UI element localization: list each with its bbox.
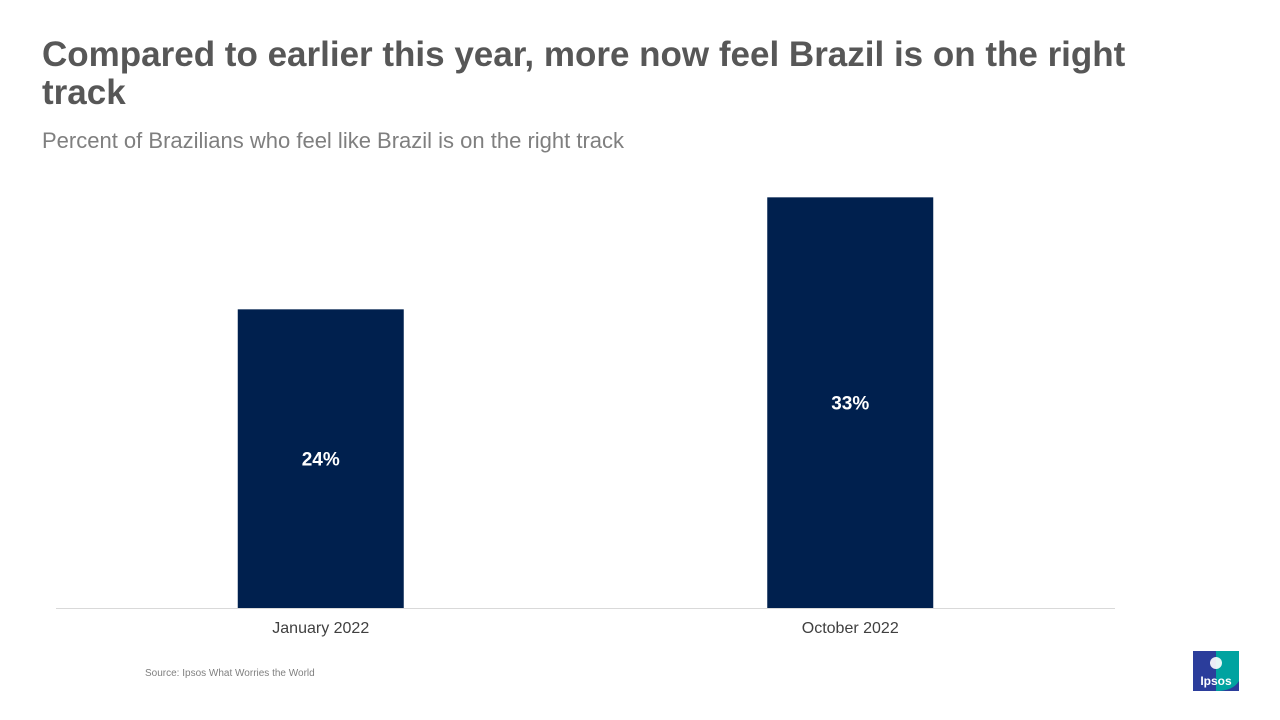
logo-text: Ipsos [1200,674,1232,688]
logo-mark [1210,657,1222,669]
bar-0 [237,309,404,608]
chart-subtitle: Percent of Brazilians who feel like Braz… [42,128,625,153]
x-tick-label-0: January 2022 [272,620,369,637]
data-label-1: 33% [831,394,869,415]
logo-right-panel [1216,651,1239,691]
source-note: Source: Ipsos What Worries the World [145,668,315,679]
ipsos-logo: Ipsos [1193,651,1239,691]
data-label-0: 24% [302,450,340,471]
chart-title: Compared to earlier this year, more now … [42,35,1126,112]
x-tick-label-1: October 2022 [802,620,899,637]
bar-1 [767,197,934,609]
ipsos-logo-icon [1193,651,1239,691]
